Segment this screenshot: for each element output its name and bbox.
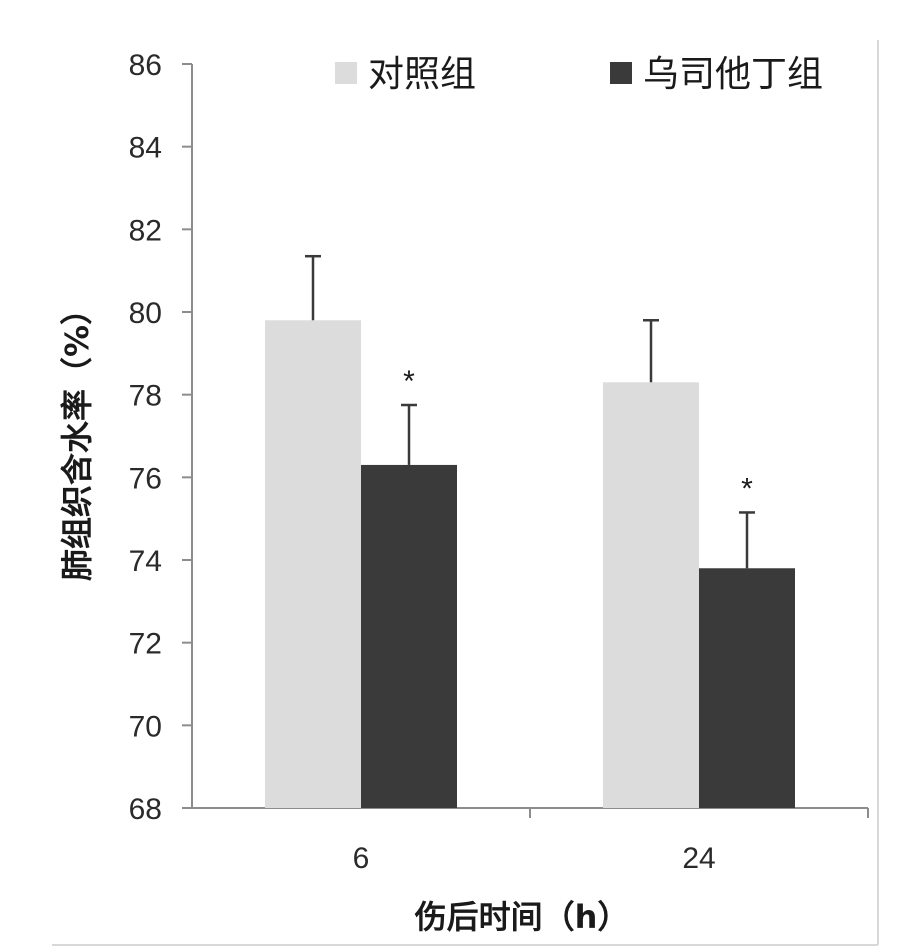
y-tick-label: 72 — [129, 628, 162, 661]
x-axis-title: 伤后时间（h） — [414, 898, 630, 936]
significance-asterisk: * — [741, 472, 753, 505]
legend-swatch-ulinastatin — [610, 62, 632, 84]
bar-group — [265, 320, 795, 808]
y-tick-label: 84 — [129, 132, 162, 165]
bar-ulinastatin-6h — [361, 464, 457, 808]
significance-asterisk: * — [403, 365, 415, 398]
y-tick-label: 70 — [129, 710, 162, 743]
y-tick-label: 86 — [129, 49, 162, 82]
y-tick-label: 80 — [129, 297, 162, 330]
legend-label-control: 对照组 — [368, 54, 476, 95]
significance-marks: ** — [403, 365, 753, 505]
y-tick-label: 76 — [129, 462, 162, 495]
legend: 对照组 乌司他丁组 — [335, 54, 823, 95]
legend-label-ulinastatin: 乌司他丁组 — [643, 54, 823, 95]
bar-control-24h — [603, 382, 699, 808]
x-tick-label: 6 — [353, 842, 370, 875]
x-tick-label: 24 — [682, 842, 715, 875]
bar-ulinastatin-24h — [699, 568, 795, 808]
y-tick-label: 78 — [129, 380, 162, 413]
y-axis-ticks: 68 70 72 74 76 78 80 82 84 86 — [129, 49, 192, 826]
bar-control-6h — [265, 320, 361, 808]
y-tick-label: 74 — [129, 545, 162, 578]
y-axis-title: 肺组织含水率（%） — [58, 293, 96, 581]
x-axis-ticks: 6 24 — [353, 808, 869, 875]
y-tick-label: 68 — [129, 793, 162, 826]
y-tick-label: 82 — [129, 214, 162, 247]
error-bar-group — [305, 254, 755, 569]
legend-swatch-control — [335, 62, 357, 84]
